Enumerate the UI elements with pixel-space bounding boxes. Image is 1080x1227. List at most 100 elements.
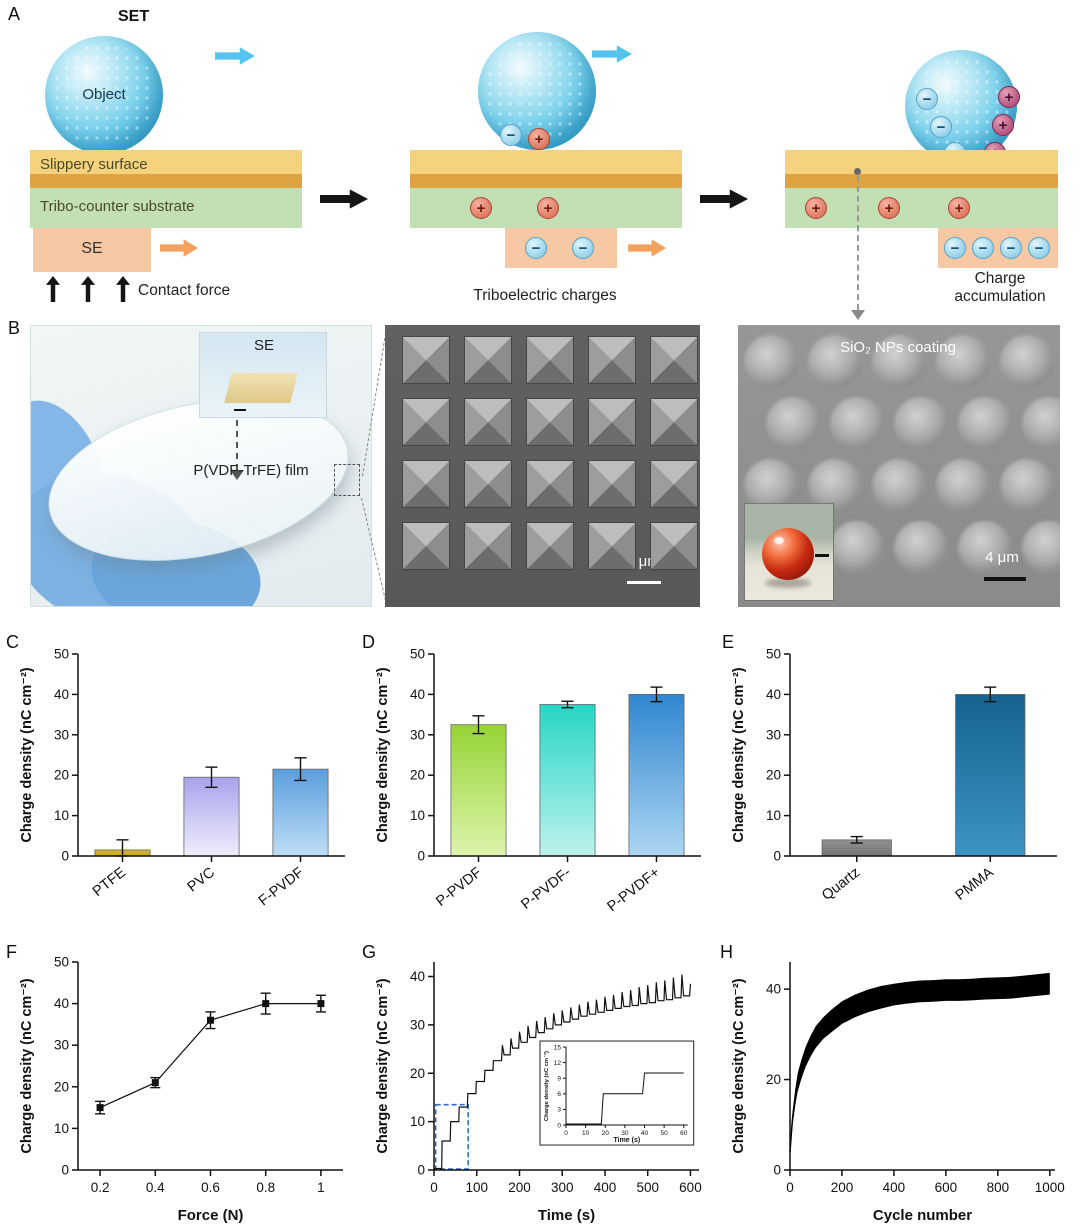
bump-texture — [1000, 335, 1054, 389]
svg-text:0: 0 — [773, 849, 781, 864]
droplet-scale-bar — [815, 554, 829, 557]
bump-texture — [1022, 521, 1060, 575]
se-motion-arrow-icon-2 — [628, 239, 666, 257]
panel-h-label: H — [720, 942, 733, 962]
pyramid-texture — [526, 522, 574, 570]
zoom-dashed-box — [334, 464, 360, 496]
pyramid-texture — [650, 460, 698, 508]
svg-text:1000: 1000 — [1035, 1180, 1065, 1195]
svg-text:PTFE: PTFE — [90, 864, 129, 900]
chart-c-bar: PTFE PVC F-PVDF 0 10 20 30 40 50 Charge density (… — [19, 647, 345, 909]
panel-a-label: A — [8, 4, 21, 24]
series-line — [434, 974, 692, 1170]
svg-text:0.6: 0.6 — [201, 1180, 220, 1195]
pyramid-texture — [650, 522, 698, 570]
svg-text:600: 600 — [679, 1180, 702, 1195]
bump-texture — [1022, 397, 1060, 451]
svg-text:PVC: PVC — [185, 865, 218, 896]
motion-arrow-icon-1 — [215, 47, 255, 65]
substrate-layer-3 — [785, 188, 1058, 228]
bump-texture — [766, 397, 820, 451]
inset-scale-bar — [234, 409, 246, 411]
svg-text:0: 0 — [61, 849, 69, 864]
droplet-highlight — [774, 537, 784, 544]
inset-dashed-arrow-line — [236, 420, 238, 470]
bump-texture — [808, 335, 862, 389]
sem-coating-label: SiO₂ NPs coating — [840, 339, 956, 356]
bump-texture — [830, 397, 884, 451]
slippery-layer-top-1 — [30, 150, 302, 174]
svg-text:20: 20 — [766, 768, 781, 783]
svg-text:800: 800 — [987, 1180, 1010, 1195]
set-title: SET — [118, 8, 150, 25]
pyramid-texture — [402, 398, 450, 446]
svg-text:20: 20 — [54, 768, 69, 783]
inset-chart — [539, 1040, 695, 1146]
bump-texture — [894, 397, 948, 451]
sem-coating-image: SiO₂ NPs coating 4 μm — [738, 325, 1060, 607]
data-marker — [207, 1016, 214, 1024]
svg-text:Charge density (nC cm⁻²): Charge density (nC cm⁻²) — [731, 978, 747, 1153]
svg-text:50: 50 — [54, 647, 69, 662]
plus-charge-icon: + — [470, 197, 492, 219]
svg-text:Cycle number: Cycle number — [873, 1207, 972, 1224]
pyramid-texture — [588, 522, 636, 570]
data-marker — [96, 1104, 104, 1112]
plus-charge-icon: + — [992, 114, 1014, 136]
droplet-shape — [762, 528, 814, 580]
svg-text:20: 20 — [602, 1130, 610, 1137]
bump-texture — [830, 521, 884, 575]
svg-text:30: 30 — [766, 727, 781, 742]
svg-text:Quartz: Quartz — [819, 865, 863, 904]
svg-text:Time (s): Time (s) — [613, 1137, 640, 1144]
se-motion-arrow-icon-1 — [160, 239, 198, 257]
minus-charge-icon: − — [916, 88, 938, 110]
droplet-inset-photo — [744, 503, 834, 601]
se-inset-photo: SE — [199, 332, 327, 418]
svg-text:40: 40 — [410, 687, 425, 702]
pyramid-texture — [526, 460, 574, 508]
highlight-dashed-box — [434, 1103, 469, 1170]
panel-g-label: G — [362, 942, 377, 962]
svg-text:30: 30 — [54, 727, 69, 742]
data-marker — [317, 1000, 325, 1008]
svg-text:F-PVDF: F-PVDF — [256, 864, 307, 909]
bar-P-PVDF — [450, 724, 507, 857]
pyramid-texture — [588, 398, 636, 446]
svg-text:10: 10 — [410, 808, 425, 823]
panel-e-label: E — [722, 632, 735, 652]
pyramid-texture — [402, 522, 450, 570]
minus-charge-icon: − — [972, 237, 994, 259]
svg-text:60: 60 — [680, 1130, 688, 1137]
svg-text:Charge density (nC cm⁻²): Charge density (nC cm⁻²) — [543, 1051, 550, 1121]
svg-text:30: 30 — [621, 1130, 629, 1137]
motion-arrow-icon-2 — [592, 45, 632, 63]
svg-text:9: 9 — [557, 1076, 561, 1083]
sem-pyramid-image: 4 μm — [385, 325, 700, 607]
slippery-layer-bottom-3 — [785, 174, 1058, 188]
svg-text:50: 50 — [766, 647, 781, 662]
stage-arrow-icon-1 — [320, 189, 368, 209]
svg-text:10: 10 — [766, 808, 781, 823]
data-marker — [151, 1079, 159, 1087]
svg-text:0: 0 — [786, 1180, 794, 1195]
svg-text:500: 500 — [636, 1180, 659, 1195]
chart-d-bar: P-PVDF P-PVDF- P-PVDF+ 0 10 20 30 40 50 Charge de… — [375, 647, 701, 915]
substrate-label: Tribo-counter substrate — [40, 198, 195, 215]
se-layer-2 — [505, 228, 617, 268]
svg-text:10: 10 — [54, 1121, 69, 1136]
slippery-layer-bottom-2 — [410, 174, 682, 188]
bump-texture — [894, 521, 948, 575]
minus-charge-icon: − — [930, 116, 952, 138]
se-inset-label: SE — [253, 337, 274, 354]
panel-b-label: B — [8, 318, 21, 338]
svg-text:10: 10 — [54, 808, 69, 823]
bump-texture — [958, 397, 1012, 451]
svg-text:400: 400 — [594, 1180, 617, 1195]
series-band — [790, 972, 1050, 1157]
panel-d-label: D — [362, 632, 375, 652]
slippery-layer-top-2 — [410, 150, 682, 174]
se-sample-shape — [224, 373, 298, 403]
bump-texture — [744, 335, 798, 389]
